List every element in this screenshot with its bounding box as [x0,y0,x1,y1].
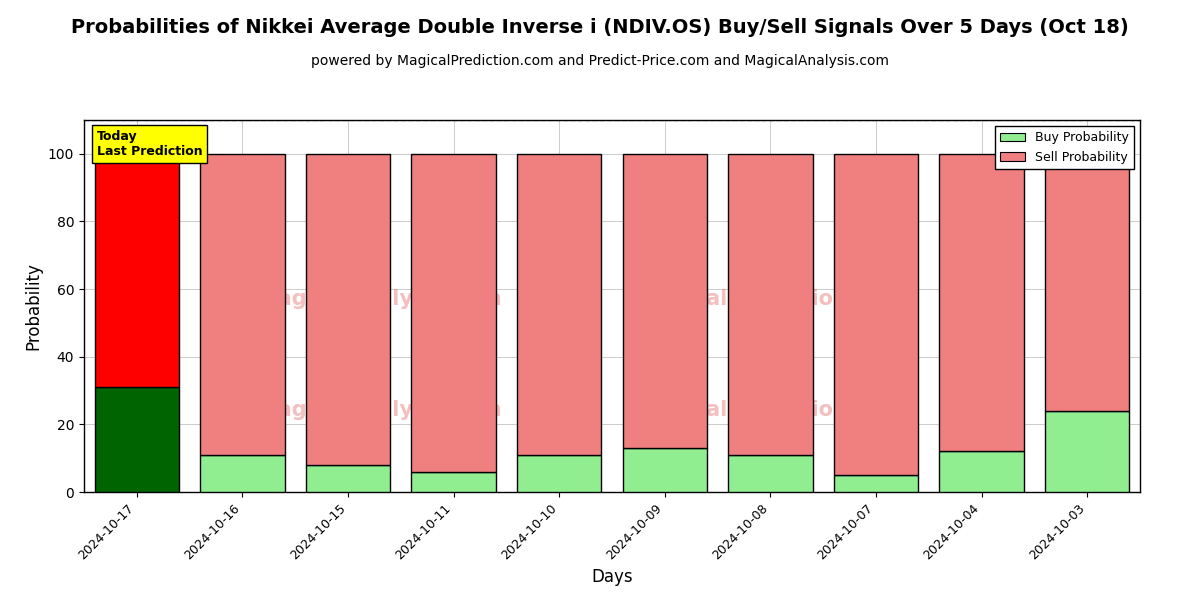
Y-axis label: Probability: Probability [24,262,42,350]
Bar [517,154,601,455]
Bar [200,455,284,492]
Bar [1045,411,1129,492]
Bar [200,154,284,455]
Bar [834,154,918,475]
Text: MagicalPrediction.com: MagicalPrediction.com [637,289,904,308]
Bar [940,451,1024,492]
Text: MagicalAnalysis.com: MagicalAnalysis.com [258,400,502,420]
Text: Today
Last Prediction: Today Last Prediction [97,130,203,158]
X-axis label: Days: Days [592,568,632,586]
Bar [728,455,812,492]
Bar [95,387,179,492]
Bar [412,472,496,492]
Bar [728,154,812,455]
Bar [623,154,707,448]
Bar [306,465,390,492]
Text: MagicalAnalysis.com: MagicalAnalysis.com [258,289,502,308]
Text: MagicalPrediction.com: MagicalPrediction.com [637,400,904,420]
Bar [1045,154,1129,411]
Bar [306,154,390,465]
Bar [623,448,707,492]
Text: powered by MagicalPrediction.com and Predict-Price.com and MagicalAnalysis.com: powered by MagicalPrediction.com and Pre… [311,54,889,68]
Text: Probabilities of Nikkei Average Double Inverse i (NDIV.OS) Buy/Sell Signals Over: Probabilities of Nikkei Average Double I… [71,18,1129,37]
Bar [517,455,601,492]
Bar [95,154,179,387]
Bar [940,154,1024,451]
Bar [834,475,918,492]
Bar [412,154,496,472]
Legend: Buy Probability, Sell Probability: Buy Probability, Sell Probability [995,126,1134,169]
